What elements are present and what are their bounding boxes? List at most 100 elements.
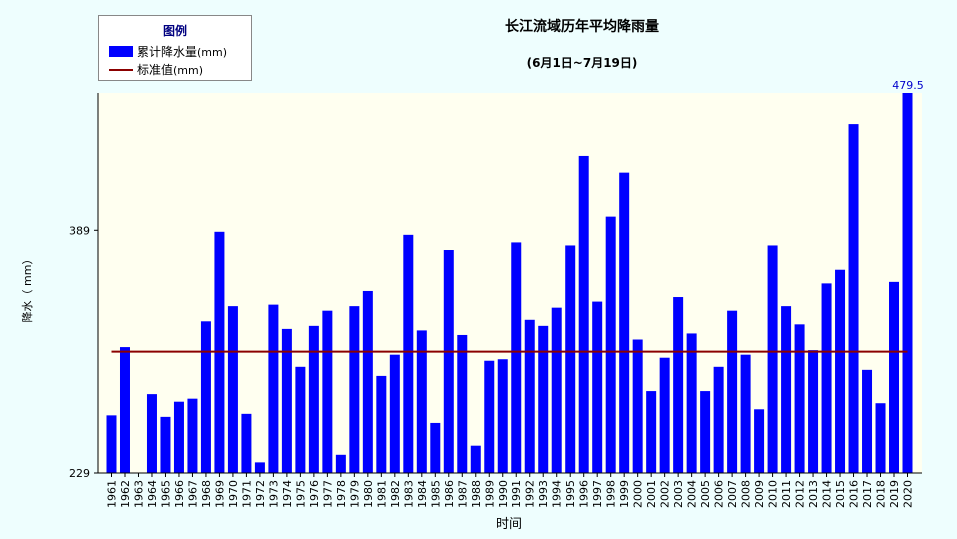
bar-1978	[335, 454, 346, 473]
x-tick-label: 1991	[510, 480, 523, 508]
x-tick-label: 2015	[834, 480, 847, 508]
y-axis-label: 降水（ mm）	[20, 254, 34, 323]
x-tick-label: 1980	[362, 480, 375, 508]
chart-title: 长江流域历年平均降雨量	[505, 18, 659, 35]
x-tick-label: 2001	[645, 480, 658, 508]
legend-title: 图例	[162, 24, 187, 38]
bar-1992	[524, 319, 535, 473]
y-tick-label: 229	[69, 467, 90, 480]
bar-1998	[605, 216, 616, 473]
bar-1981	[376, 375, 387, 473]
legend-bar-swatch	[109, 46, 133, 57]
x-tick-label: 2019	[888, 480, 901, 508]
x-tick-label: 1962	[119, 480, 132, 508]
bar-2020	[902, 93, 913, 473]
x-tick-label: 1985	[429, 480, 442, 508]
x-tick-label: 2014	[821, 480, 834, 508]
bar-1967	[187, 398, 198, 473]
bar-1971	[241, 413, 252, 473]
chart-subtitle: (6月1日~7月19日)	[527, 56, 638, 70]
bar-1990	[497, 359, 508, 473]
x-tick-label: 1999	[618, 480, 631, 508]
bar-1972	[254, 462, 265, 473]
x-tick-label: 1993	[537, 480, 550, 508]
bar-2002	[659, 357, 670, 473]
bar-1993	[538, 325, 549, 473]
bar-2012	[794, 324, 805, 473]
bar-1985	[430, 422, 441, 473]
bar-1961	[106, 415, 117, 473]
x-tick-label: 2004	[686, 480, 699, 508]
bar-2017	[862, 369, 873, 473]
x-tick-label: 1989	[483, 480, 496, 508]
x-tick-label: 2007	[726, 480, 739, 508]
x-tick-label: 1995	[564, 480, 577, 508]
x-tick-label: 1969	[213, 480, 226, 508]
x-tick-label: 2013	[807, 480, 820, 508]
bar-2004	[686, 333, 697, 473]
bar-2008	[740, 354, 751, 473]
bar-2018	[875, 403, 886, 473]
x-tick-label: 1977	[321, 480, 334, 508]
bar-1987	[457, 334, 468, 473]
x-tick-label: 2005	[699, 480, 712, 508]
bar-2003	[673, 297, 684, 473]
x-tick-label: 1966	[173, 480, 186, 508]
x-tick-label: 1961	[106, 480, 119, 508]
x-tick-label: 1974	[281, 480, 294, 508]
bar-1973	[268, 304, 279, 473]
bar-1997	[592, 301, 603, 473]
bar-1962	[119, 347, 130, 473]
bar-2016	[848, 124, 859, 473]
x-tick-label: 1964	[146, 480, 159, 508]
x-tick-label: 1994	[551, 480, 564, 508]
x-tick-label: 1967	[186, 480, 199, 508]
bar-1966	[173, 401, 184, 473]
bar-2005	[700, 391, 711, 473]
bar-1988	[470, 445, 481, 473]
x-tick-label: 2018	[875, 480, 888, 508]
legend-bar-unit: (mm)	[197, 46, 228, 59]
legend-bar-label: 累计降水量	[137, 45, 198, 59]
bar-1984	[416, 330, 427, 473]
x-tick-label: 1987	[456, 480, 469, 508]
bar-1999	[619, 172, 630, 473]
x-tick-label: 2012	[794, 480, 807, 508]
bar-2015	[835, 269, 846, 473]
bar-2007	[727, 310, 738, 473]
x-tick-label: 2003	[672, 480, 685, 508]
x-tick-label: 1968	[200, 480, 213, 508]
x-tick-label: 1992	[524, 480, 537, 508]
bar-1986	[443, 250, 454, 473]
bar-2011	[781, 306, 792, 473]
bar-1979	[349, 306, 360, 473]
bar-2019	[889, 281, 900, 473]
bar-1980	[362, 290, 373, 473]
bar-1991	[511, 242, 522, 473]
x-ticks: 1961 1962 1963 1964 1965 1966 1967 1968 1969 1970…	[106, 473, 915, 508]
bar-2009	[754, 409, 765, 473]
bar-1995	[565, 245, 576, 473]
y-ticks: 229 389	[69, 224, 98, 480]
x-tick-label: 1971	[240, 480, 253, 508]
x-tick-label: 2016	[848, 480, 861, 508]
x-tick-label: 2009	[753, 480, 766, 508]
legend-line-label: 标准值	[137, 63, 174, 77]
bar-2000	[632, 339, 643, 473]
x-tick-label: 1976	[308, 480, 321, 508]
bar-1994	[551, 307, 562, 473]
max-value-label: 479.5	[892, 79, 924, 92]
x-tick-label: 1978	[335, 480, 348, 508]
x-tick-label: 1973	[267, 480, 280, 508]
legend-item-standard: 标准值(mm)	[109, 61, 203, 78]
x-tick-label: 2002	[659, 480, 672, 508]
legend-item-rainfall: 累计降水量(mm)	[109, 43, 227, 60]
x-tick-label: 1981	[375, 480, 388, 508]
x-tick-label: 1997	[591, 480, 604, 508]
x-tick-label: 2020	[902, 480, 915, 508]
bar-1975	[295, 366, 306, 473]
bar-2014	[821, 283, 832, 473]
x-tick-label: 1988	[470, 480, 483, 508]
y-tick-label: 389	[69, 224, 90, 237]
